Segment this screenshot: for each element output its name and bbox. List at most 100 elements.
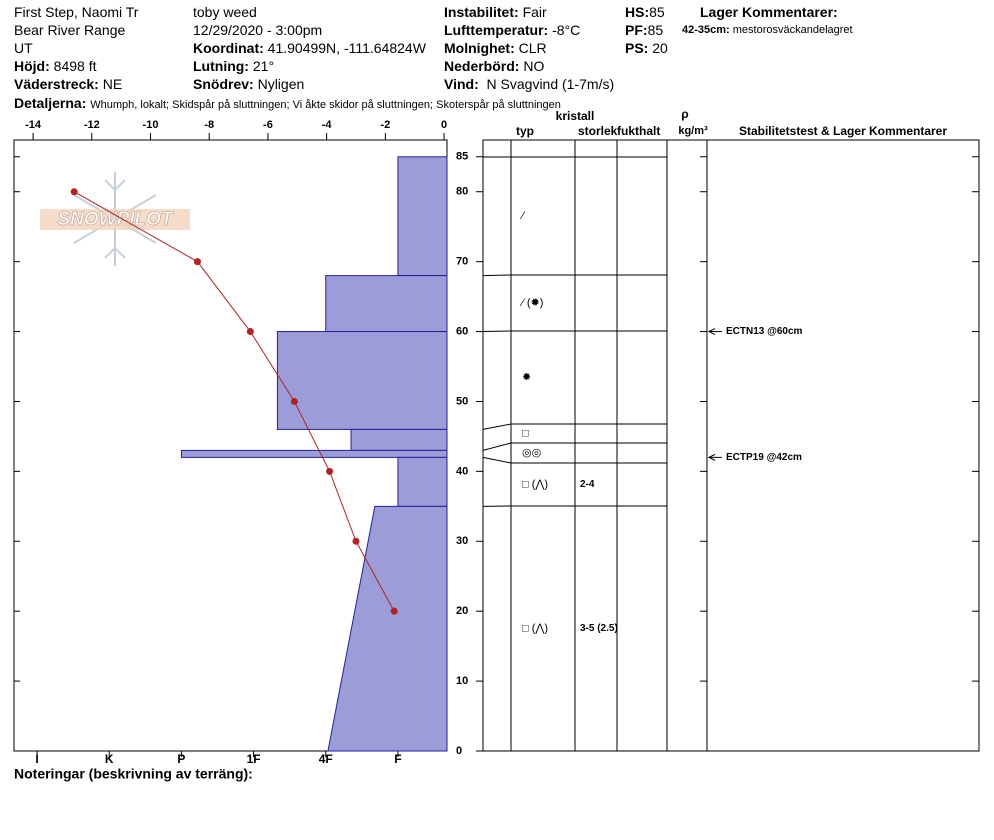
crystal-size: 2-4 [580, 479, 595, 490]
x-tick-label: -8 [204, 119, 214, 131]
y-tick-label: 10 [456, 675, 468, 687]
header: kg/m³ [678, 125, 708, 137]
hardness-tick-label: P [177, 752, 185, 766]
crystal-type: ✹ [522, 371, 531, 383]
value: 41.90499N, -111.64824W [267, 40, 426, 56]
temperature-point [290, 397, 298, 405]
hardness-tick-label: K [105, 752, 114, 766]
y-tick-label: 50 [456, 395, 468, 407]
value: 85 [647, 22, 664, 38]
value: 8498 ft [53, 58, 97, 74]
layer-comments-title: Lager Kommentarer: [700, 4, 838, 20]
label: Lager Kommentarer: [700, 4, 838, 20]
label: PF: [625, 22, 648, 38]
x-tick-label: -10 [143, 119, 159, 131]
temperature-point [70, 188, 78, 196]
y-tick-label: 20 [456, 605, 468, 617]
details: Detaljerna: Whumph, lokalt; Skidspår på … [14, 95, 561, 111]
value: N Svagvind (1-7m/s) [486, 76, 615, 92]
header: kristall [556, 109, 595, 123]
hs: HS:85 [625, 4, 665, 20]
wind-loading: Snödrev: Nyligen [193, 76, 304, 92]
label: 42-35cm: [682, 24, 730, 36]
crystal-type: ⁄ (✹) [519, 297, 543, 309]
label: HS: [625, 4, 650, 20]
label: Snödrev: [193, 76, 254, 92]
logo-band [40, 209, 190, 230]
y-tick-label: 40 [456, 465, 468, 477]
crystal-type: □ [522, 427, 529, 439]
sky: Molnighet: CLR [444, 40, 547, 56]
crystal-type: ⁄ [519, 210, 526, 222]
label: Lutning: [193, 58, 249, 74]
label: Detaljerna: [14, 95, 87, 111]
instability: Instabilitet: Fair [444, 4, 547, 20]
hardness-layer [327, 505, 448, 752]
value: Whumph, lokalt; Skidspår på sluttningen;… [90, 99, 561, 111]
precip: Nederbörd: NO [444, 58, 544, 74]
crystal-type: □ (⋀) [522, 478, 548, 490]
x-tick-label: -14 [25, 119, 42, 131]
value: 21° [252, 58, 275, 74]
hardness-layer [350, 428, 448, 451]
header: ρ [681, 107, 688, 121]
header: typ [516, 124, 534, 138]
air-temp: Lufttemperatur: -8°C [444, 22, 580, 38]
hardness-tick-label: 1F [247, 752, 261, 766]
hardness-tick-label: F [394, 752, 401, 766]
label: Vind: [444, 76, 479, 92]
temperature-point [246, 328, 254, 336]
hardness-layer [325, 275, 448, 333]
header: Stabilitetstest & Lager Kommentarer [739, 124, 947, 138]
row-connector [482, 274, 512, 277]
label: Molnighet: [444, 40, 515, 56]
crystal-type: □ (⋀) [522, 622, 548, 634]
elevation: Höjd: 8498 ft [14, 58, 96, 74]
row-connector [482, 423, 512, 430]
table-frame [482, 139, 980, 752]
y-tick-label: 85 [456, 151, 468, 163]
value: Fair [522, 4, 547, 20]
test-arrowhead [707, 453, 716, 461]
datetime: 12/29/2020 - 3:00pm [193, 22, 323, 38]
hardness-tick-label: 4F [319, 752, 333, 766]
x-tick-label: -4 [322, 119, 333, 131]
layer-comment: 42-35cm: mestorosväckandelagret [682, 24, 853, 36]
wind: Vind: N Svagvind (1-7m/s) [444, 76, 614, 92]
slope: Lutning: 21° [193, 58, 274, 74]
row-connector [482, 330, 512, 333]
temperature-point [352, 537, 360, 545]
y-tick-label: 0 [456, 745, 462, 757]
temperature-point [390, 607, 398, 615]
x-tick-label: -12 [84, 119, 100, 131]
value: mestorosväckandelagret [732, 24, 853, 36]
header: fukthalt [617, 124, 660, 138]
value: Nyligen [257, 76, 305, 92]
hardness-layer [397, 456, 448, 507]
pf: PF:85 [625, 22, 663, 38]
hardness-layer [180, 449, 448, 458]
value: NO [523, 58, 545, 74]
state: UT [14, 40, 33, 56]
coordinates: Koordinat: 41.90499N, -111.64824W [193, 40, 426, 56]
value: NE [102, 76, 123, 92]
test-arrowhead [707, 328, 716, 335]
value: CLR [518, 40, 547, 56]
hardness-layer [397, 156, 448, 277]
crystal-type: ◎◎ [522, 447, 541, 459]
label: Nederbörd: [444, 58, 520, 74]
label: PS: [625, 40, 649, 56]
row-connector [482, 442, 512, 451]
notes: Noteringar (beskrivning av terräng): [14, 766, 253, 782]
row-connector [482, 456, 512, 464]
hardness-layer [276, 331, 448, 430]
label: Lufttemperatur: [444, 22, 549, 38]
y-tick-label: 60 [456, 325, 468, 337]
y-tick-label: 80 [456, 186, 468, 198]
hardness-tick-label: I [35, 752, 38, 766]
y-tick-label: 30 [456, 535, 468, 547]
crystal-size: 3-5 (2.5) [580, 623, 618, 634]
x-tick-label: -2 [380, 119, 390, 131]
